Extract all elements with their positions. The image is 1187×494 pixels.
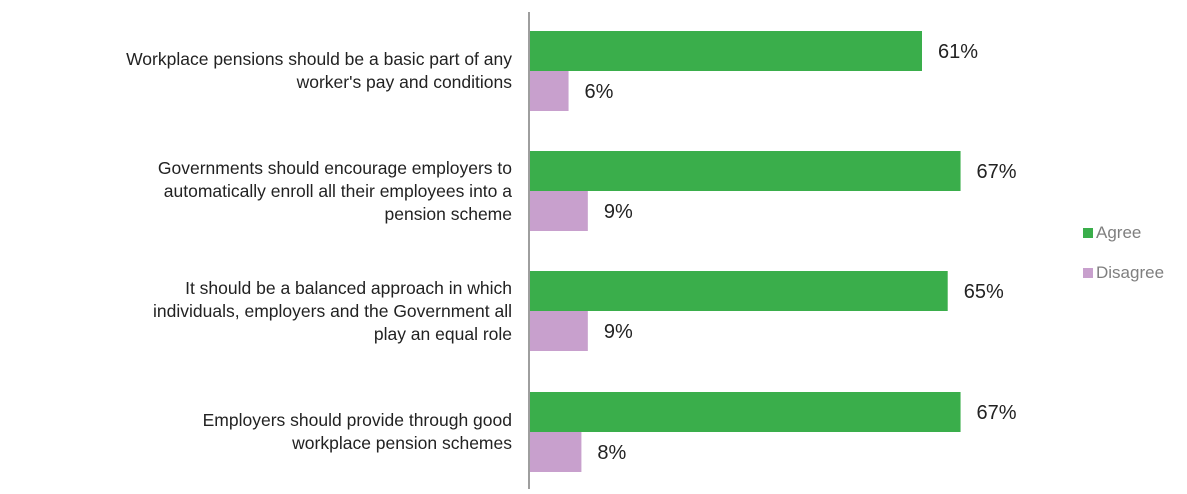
category-label-line: Employers should provide through good xyxy=(202,410,512,430)
data-label-disagree-3: 9% xyxy=(604,321,633,343)
category-label-3: It should be a balanced approach in whic… xyxy=(0,277,512,346)
bar-disagree-3 xyxy=(530,311,588,351)
category-label-line: play an equal role xyxy=(373,323,512,344)
bar-agree-3 xyxy=(530,271,948,311)
category-label-4: Employers should provide through good wor… xyxy=(0,409,512,455)
bar-agree-4 xyxy=(530,392,961,432)
legend-item-agree: Agree xyxy=(1083,223,1141,243)
legend-swatch-agree xyxy=(1083,228,1093,238)
legend-item-disagree: Disagree xyxy=(1083,263,1164,283)
bar-agree-1 xyxy=(530,31,922,71)
category-label-line: It should be a balanced approach in whic… xyxy=(185,277,512,298)
bar-agree-2 xyxy=(530,151,961,191)
data-label-agree-1: 61% xyxy=(938,41,978,63)
category-label-line: pension scheme xyxy=(384,203,512,224)
legend-swatch-disagree xyxy=(1083,268,1093,278)
data-label-disagree-2: 9% xyxy=(604,201,633,223)
category-label-1: Workplace pensions should be a basic par… xyxy=(0,48,512,94)
category-label-line: individuals, employers and the Governmen… xyxy=(153,300,512,321)
data-label-agree-4: 67% xyxy=(977,402,1017,424)
bar-disagree-2 xyxy=(530,191,588,231)
legend-label-disagree: Disagree xyxy=(1096,263,1165,282)
category-label-2: Governments should encourage employers t… xyxy=(0,157,512,226)
data-label-agree-2: 67% xyxy=(977,161,1017,183)
data-label-disagree-4: 8% xyxy=(597,442,626,464)
data-label-agree-3: 65% xyxy=(964,281,1004,303)
category-label-line: Governments should encourage employers t… xyxy=(157,157,512,178)
category-label-line: automatically enroll all their employees… xyxy=(163,180,512,201)
category-label-line: Workplace pensions should be a basic par… xyxy=(126,49,512,69)
data-label-disagree-1: 6% xyxy=(585,81,614,103)
bar-disagree-4 xyxy=(530,432,582,472)
category-label-line: workplace pension schemes xyxy=(292,433,512,453)
legend-label-agree: Agree xyxy=(1096,223,1142,242)
bar-disagree-1 xyxy=(530,71,569,111)
category-label-line: worker's pay and conditions xyxy=(296,72,512,92)
